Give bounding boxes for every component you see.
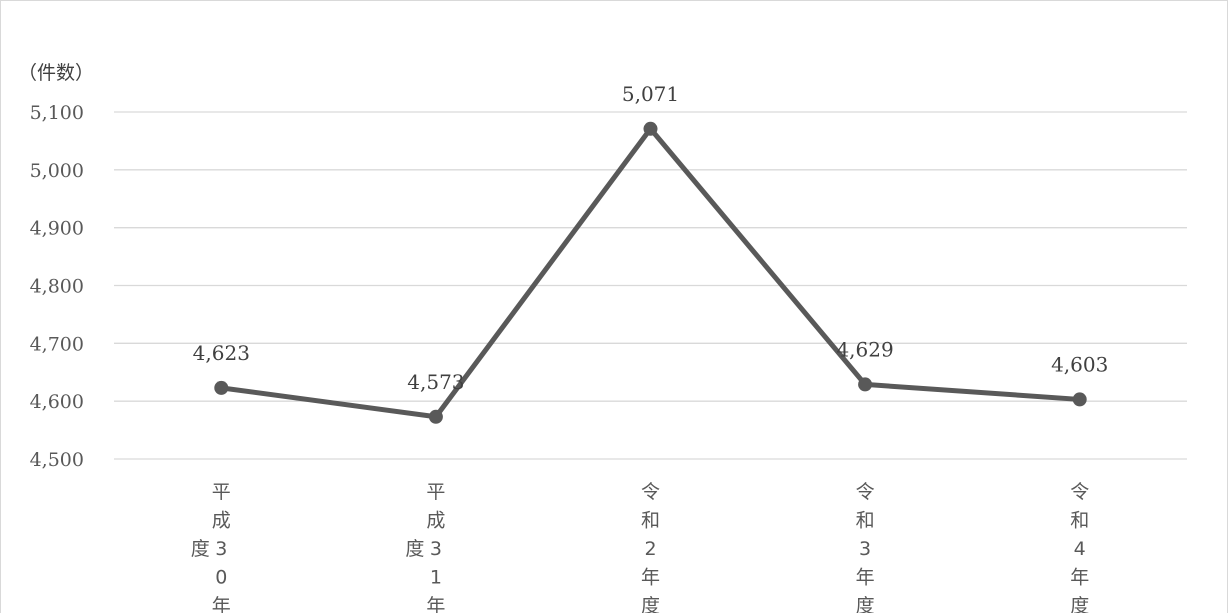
x-tick-char: 年 [1070, 567, 1089, 589]
x-tick-char: 度 [1070, 595, 1089, 613]
data-point [643, 121, 658, 136]
x-tick-char: 和 [1070, 510, 1089, 532]
data-point [858, 377, 873, 392]
y-axis: （件数） 4,500 4,600 4,700 4,800 4,900 5,000 5,100 [18, 62, 94, 471]
x-tick-char: 令 [1070, 481, 1089, 503]
x-tick-char: 年 [426, 595, 445, 613]
y-tick-label: 4,600 [30, 391, 84, 413]
x-tick-char: 和 [856, 510, 875, 532]
x-tick-char: 令 [856, 481, 875, 503]
x-tick-char: 1 [430, 567, 442, 589]
data-point [1072, 392, 1087, 407]
y-tick-label: 4,900 [30, 218, 84, 240]
series-line [218, 126, 1083, 420]
x-tick-label: 平成度 3 1 年 [405, 481, 445, 613]
x-tick-char: 3 [430, 538, 442, 560]
data-label: 4,573 [407, 370, 464, 394]
x-tick-char: 度 [191, 538, 210, 560]
x-tick-char: 成 [212, 510, 231, 532]
x-tick-label: 令和 4 年度 [1070, 481, 1089, 613]
y-tick-label: 4,500 [30, 449, 84, 471]
data-label: 4,603 [1051, 352, 1108, 376]
x-tick-char: 3 [859, 538, 871, 560]
x-tick-label: 平成度 3 0 年 [191, 481, 231, 613]
y-tick-label: 4,700 [30, 333, 84, 355]
x-tick-char: 3 [215, 538, 227, 560]
y-axis-label: （件数） [18, 62, 94, 84]
x-tick-char: 度 [405, 538, 424, 560]
x-tick-char: 度 [856, 595, 875, 613]
data-point [428, 409, 443, 424]
y-tick-label: 5,100 [30, 102, 84, 124]
x-tick-char: 平 [212, 481, 231, 503]
x-tick-char: 成 [426, 510, 445, 532]
x-tick-char: 度 [641, 595, 660, 613]
data-label: 5,071 [622, 82, 679, 106]
series-line-group [214, 121, 1087, 424]
x-tick-char: 年 [856, 567, 875, 589]
x-tick-char: 和 [641, 510, 660, 532]
x-tick-char: 平 [426, 481, 445, 503]
x-tick-char: 年 [641, 567, 660, 589]
x-tick-char: 年 [212, 595, 231, 613]
x-tick-char: 2 [644, 538, 656, 560]
y-tick-label: 5,000 [30, 160, 84, 182]
y-tick-label: 4,800 [30, 276, 84, 298]
gridlines [114, 111, 1187, 460]
x-tick-char: 令 [641, 481, 660, 503]
data-labels: 4,623 4,573 5,071 4,629 4,603 [193, 82, 1109, 394]
x-tick-label: 令和 3 年度 [856, 481, 875, 613]
x-tick-char: 4 [1074, 538, 1086, 560]
data-point [214, 380, 229, 395]
data-label: 4,623 [193, 341, 250, 365]
x-tick-char: 0 [215, 567, 227, 589]
x-tick-label: 令和 2 年度 [641, 481, 660, 613]
data-label: 4,629 [836, 337, 893, 361]
